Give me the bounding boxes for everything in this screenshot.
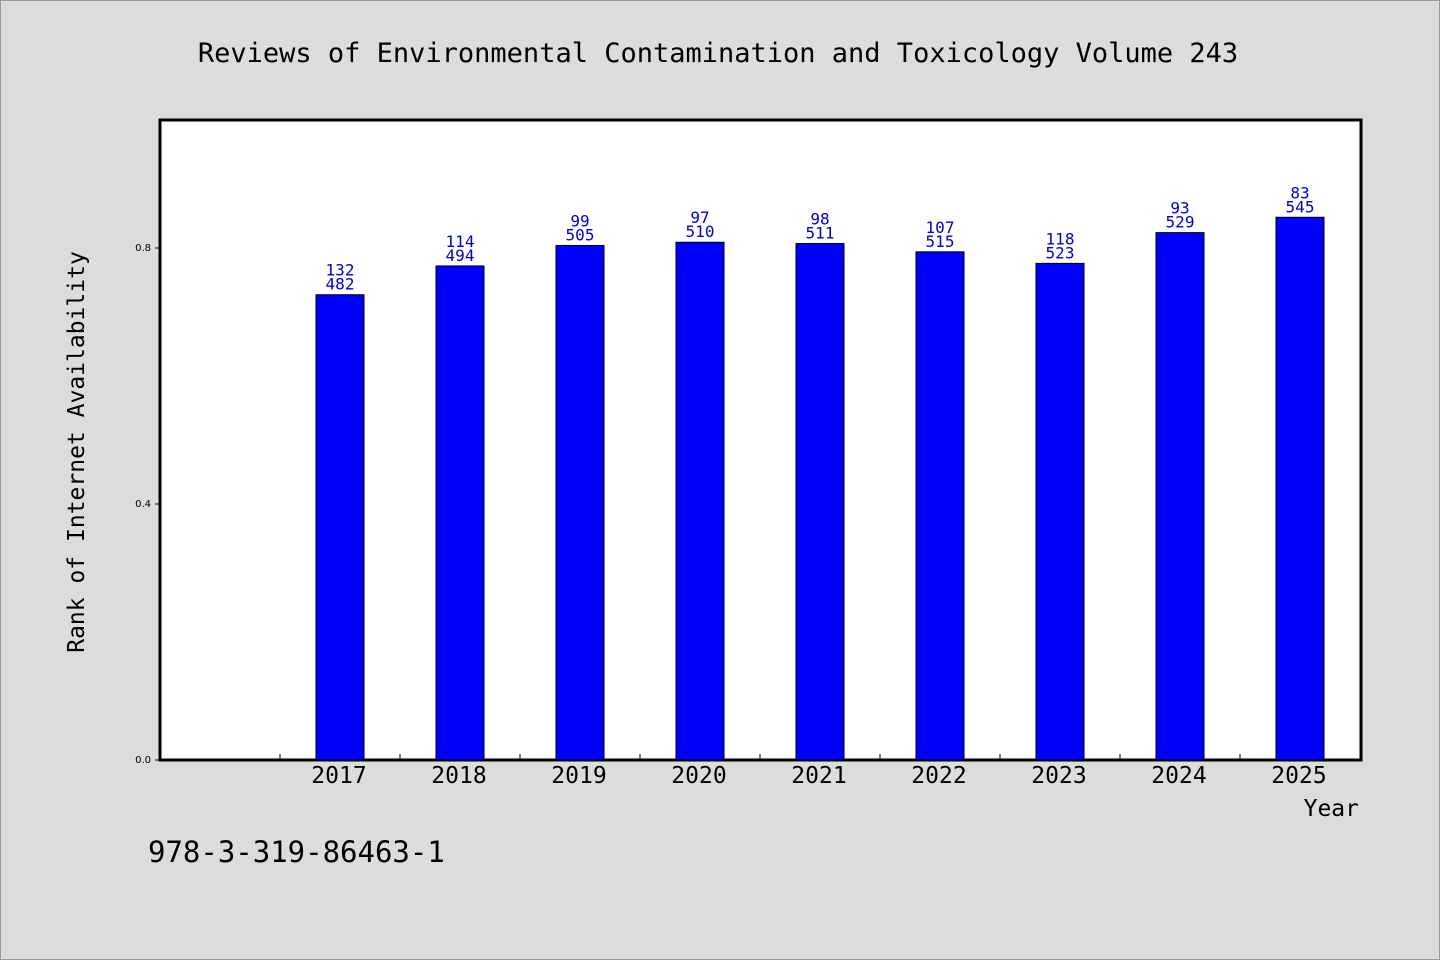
data-label-rank: 83 [1290, 183, 1309, 202]
bar-2018 [435, 265, 485, 761]
data-label-count: 510 [686, 222, 715, 241]
data-label-rank: 132 [326, 261, 355, 280]
data-label-rank: 118 [1046, 229, 1075, 248]
data-label-count: 511 [806, 224, 835, 243]
data-label-count: 505 [566, 225, 595, 244]
bar-2023 [1035, 262, 1085, 761]
bar-2017 [315, 294, 365, 761]
bar-2020 [675, 241, 725, 761]
bar-2019 [555, 244, 605, 761]
y-tick-label: 0.8 [135, 243, 151, 254]
data-label-count: 515 [926, 232, 955, 251]
x-axis-ticks: 2017 2018 2019 2020 2021 2022 2023 2024 2025 [279, 754, 1327, 789]
data-label-rank: 93 [1170, 199, 1189, 218]
bar-2024 [1155, 232, 1205, 761]
data-label-rank: 99 [570, 211, 589, 230]
y-tick-label: 0.0 [135, 755, 151, 766]
x-tick-label: 2018 [431, 763, 486, 789]
x-axis-title: Year [1304, 796, 1359, 822]
chart-title: Reviews of Environmental Contamination a… [198, 38, 1238, 69]
data-label-count: 529 [1166, 213, 1195, 232]
x-tick-label: 2021 [791, 763, 846, 789]
x-tick-label: 2025 [1271, 763, 1326, 789]
data-label-count: 545 [1286, 197, 1315, 216]
data-label-count: 482 [326, 275, 355, 294]
data-label-count: 523 [1046, 243, 1075, 262]
y-axis-ticks: 0.0 0.4 0.8 [135, 243, 160, 766]
y-tick-label: 0.4 [135, 499, 151, 510]
bar-2022 [915, 251, 965, 761]
bar-2025 [1275, 216, 1325, 761]
x-tick-label: 2022 [911, 763, 966, 789]
y-axis-title: Rank of Internet Availability [64, 251, 90, 653]
data-label-rank: 97 [690, 208, 709, 227]
data-label-rank: 98 [810, 210, 829, 229]
isbn-footer: 978-3-319-86463-1 [148, 835, 445, 869]
data-label-rank: 114 [446, 232, 475, 251]
x-tick-label: 2020 [671, 763, 726, 789]
x-tick-label: 2017 [311, 763, 366, 789]
x-tick-label: 2023 [1031, 763, 1086, 789]
data-label-count: 494 [446, 246, 475, 265]
x-tick-label: 2019 [551, 763, 606, 789]
bar-2021 [795, 243, 845, 761]
bar-series [315, 216, 1325, 761]
data-label-rank: 107 [926, 218, 955, 237]
x-tick-label: 2024 [1151, 763, 1206, 789]
